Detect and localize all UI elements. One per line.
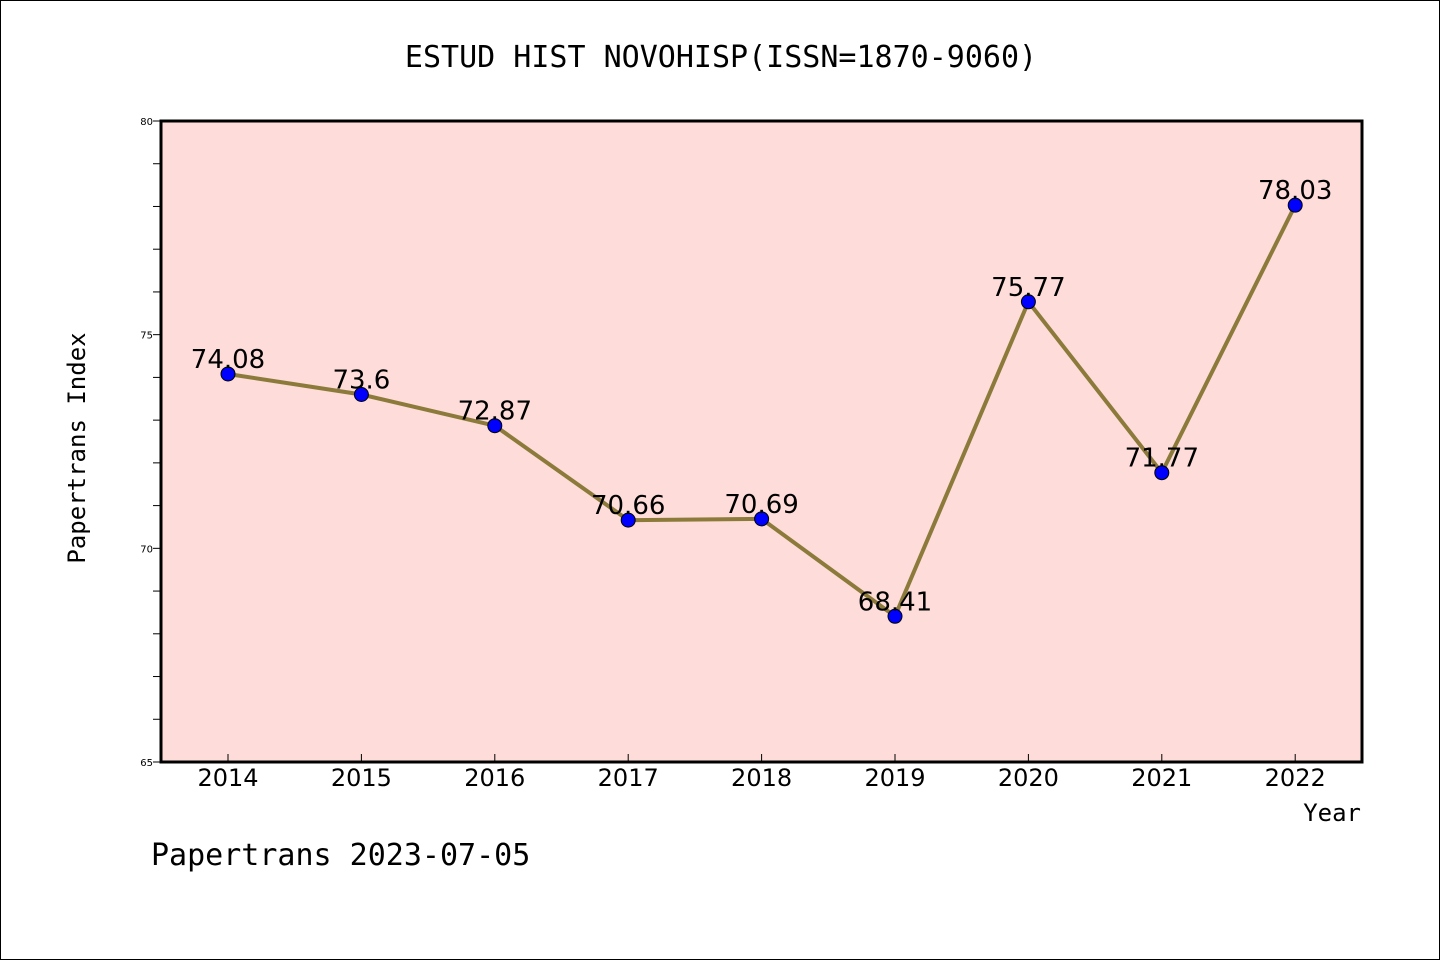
y-tick-label: 65 bbox=[140, 758, 153, 769]
x-tick-label: 2022 bbox=[1265, 764, 1326, 792]
footer-date: Papertrans 2023-07-05 bbox=[151, 838, 530, 873]
data-point bbox=[754, 511, 770, 527]
x-tick-label: 2019 bbox=[864, 764, 925, 792]
x-axis: 2014 2015 2016 2017 2018 2019 2020 2021 2022 bbox=[197, 754, 1326, 792]
data-labels: 74.08 73.6 72.87 70.66 70.69 68.41 75.77 71.77 7… bbox=[191, 176, 1333, 617]
data-point bbox=[1154, 465, 1170, 481]
data-label: 78.03 bbox=[1258, 176, 1332, 206]
data-point bbox=[220, 366, 236, 382]
data-point bbox=[620, 512, 636, 528]
plot-area bbox=[159, 119, 1364, 764]
data-point bbox=[353, 386, 369, 402]
data-label: 70.66 bbox=[591, 491, 665, 521]
y-axis: 65 70 75 80 bbox=[140, 117, 161, 769]
y-tick-label: 80 bbox=[140, 117, 153, 128]
y-tick-label: 75 bbox=[140, 331, 153, 342]
data-point bbox=[887, 608, 903, 624]
x-tick-label: 2015 bbox=[331, 764, 392, 792]
x-axis-label: Year bbox=[1303, 799, 1361, 827]
data-label: 73.6 bbox=[332, 365, 390, 395]
data-label: 68.41 bbox=[858, 587, 932, 617]
x-tick-label: 2020 bbox=[998, 764, 1059, 792]
data-label: 71.77 bbox=[1125, 444, 1199, 474]
data-label: 74.08 bbox=[191, 345, 265, 375]
x-tick-label: 2016 bbox=[464, 764, 525, 792]
data-label: 75.77 bbox=[991, 273, 1065, 303]
series-markers bbox=[220, 197, 1303, 624]
x-tick-label: 2018 bbox=[731, 764, 792, 792]
x-tick-label: 2014 bbox=[197, 764, 258, 792]
data-label: 72.87 bbox=[458, 397, 532, 427]
data-point bbox=[1287, 197, 1303, 213]
y-axis-label: Papertrans Index bbox=[63, 332, 91, 563]
data-label: 70.69 bbox=[724, 490, 798, 520]
x-tick-label: 2021 bbox=[1131, 764, 1192, 792]
chart-title: ESTUD HIST NOVOHISP(ISSN=1870-9060) bbox=[405, 40, 1037, 75]
y-tick-label: 70 bbox=[140, 544, 153, 555]
data-point bbox=[1020, 294, 1036, 310]
data-point bbox=[487, 418, 503, 434]
x-tick-label: 2017 bbox=[598, 764, 659, 792]
